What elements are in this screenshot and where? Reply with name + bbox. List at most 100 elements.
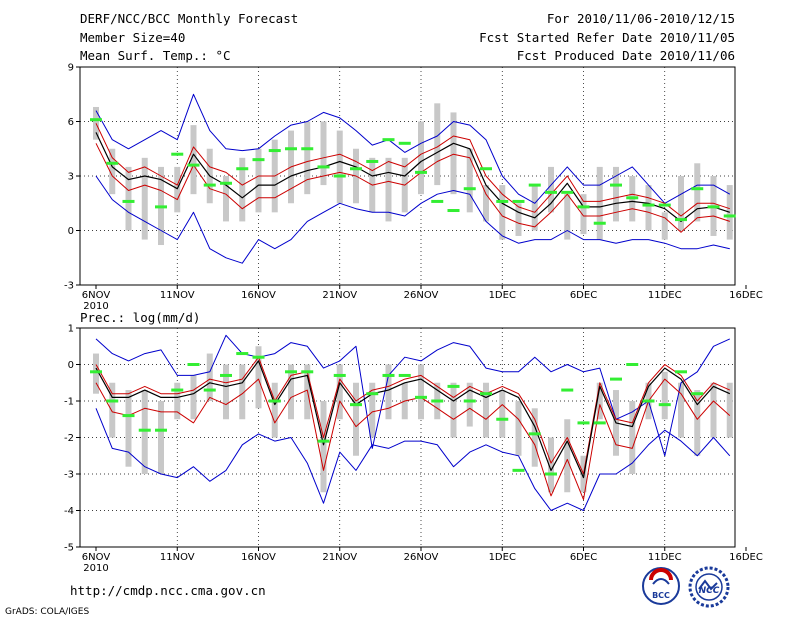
spread-bar <box>158 401 164 474</box>
observed-marker <box>285 370 297 374</box>
observed-marker <box>480 392 492 396</box>
x-tick-label: 26NOV <box>404 552 439 563</box>
spread-bar <box>336 364 343 420</box>
x-tick-label: 11NOV <box>160 552 195 563</box>
spread-bar <box>385 157 392 222</box>
observed-marker <box>155 428 167 432</box>
observed-marker <box>691 187 704 191</box>
spread-bar <box>580 194 587 235</box>
spread-bar <box>109 148 116 195</box>
observed-marker <box>203 388 216 392</box>
observed-marker <box>675 370 687 374</box>
grads-credit: GrADS: COLA/IGES <box>5 607 89 617</box>
y-tick-label: 9 <box>68 63 74 74</box>
observed-marker <box>236 352 249 356</box>
spread-bar <box>434 103 441 186</box>
spread-bar <box>548 166 554 213</box>
x-tick-label: 1DEC <box>489 290 516 301</box>
observed-marker <box>642 399 655 403</box>
series-line-max <box>95 93 731 204</box>
observed-marker <box>577 205 590 209</box>
x-tick-label: 16NOV <box>241 290 276 301</box>
observed-marker <box>528 432 541 436</box>
series-line-max <box>95 334 731 457</box>
spread-bar <box>726 382 733 438</box>
spread-bar <box>320 401 327 493</box>
observed-marker <box>480 167 492 171</box>
observed-marker <box>447 384 460 388</box>
observed-marker <box>561 388 574 392</box>
series-line-min <box>95 175 730 264</box>
observed-marker <box>545 472 557 476</box>
spread-bar <box>645 185 652 231</box>
observed-marker <box>382 138 395 142</box>
observed-marker <box>398 373 411 377</box>
x-tick-label: 1DEC <box>489 552 516 563</box>
spread-bar <box>141 390 148 474</box>
spread-bar <box>125 390 132 467</box>
spread-bar <box>223 364 229 420</box>
y-tick-label: 0 <box>68 226 74 237</box>
observed-marker <box>333 174 346 178</box>
observed-marker <box>317 165 330 169</box>
spread-bar <box>596 166 603 240</box>
observed-marker <box>220 373 232 377</box>
x-year-label: 2010 <box>83 563 108 574</box>
observed-marker <box>707 205 720 209</box>
spread-bar <box>483 185 489 222</box>
spread-bar <box>661 371 668 420</box>
x-tick-label: 11DEC <box>648 552 682 563</box>
spread-bar <box>596 382 603 420</box>
observed-marker <box>415 395 427 399</box>
spread-bar <box>93 353 99 394</box>
footer-url[interactable]: http://cmdp.ncc.cma.gov.cn <box>70 583 266 598</box>
spread-bar <box>564 194 571 240</box>
observed-marker <box>447 209 460 213</box>
observed-marker <box>626 363 639 366</box>
spread-bar <box>223 176 229 222</box>
spread-bar <box>336 130 343 204</box>
x-tick-label: 6NOV <box>82 552 111 563</box>
observed-marker <box>723 214 736 218</box>
observed-marker <box>252 158 265 162</box>
spread-bar <box>320 121 327 186</box>
spread-bar <box>450 382 457 438</box>
observed-marker <box>528 183 541 187</box>
observed-marker <box>366 392 379 396</box>
spread-bar <box>125 166 132 231</box>
spread-bar <box>288 364 294 420</box>
observed-marker <box>90 370 102 374</box>
bcc-logo: BCC <box>642 567 680 605</box>
y-tick-label: 0 <box>68 360 74 371</box>
spread-bar <box>515 401 522 456</box>
x-tick-label: 26NOV <box>404 290 439 301</box>
observed-marker <box>398 141 411 145</box>
spread-bar <box>629 401 636 474</box>
header-title: DERF/NCC/BCC Monthly Forecast <box>80 11 298 26</box>
observed-marker <box>431 199 444 203</box>
spread-bar <box>466 382 473 427</box>
spread-bar <box>613 166 619 222</box>
spread-bar <box>694 390 701 456</box>
observed-marker <box>350 403 362 407</box>
observed-marker <box>171 152 184 156</box>
observed-marker <box>122 199 135 203</box>
observed-marker <box>138 428 151 432</box>
observed-marker <box>658 203 671 207</box>
spread-bar <box>710 382 717 438</box>
spread-bar <box>190 375 197 420</box>
observed-marker <box>626 196 639 200</box>
observed-marker <box>577 421 590 425</box>
observed-marker <box>301 370 314 374</box>
observed-marker <box>463 399 476 403</box>
spread-bar <box>353 382 359 456</box>
observed-marker <box>333 373 346 377</box>
observed-marker <box>187 163 200 167</box>
observed-marker <box>415 170 427 174</box>
observed-marker <box>463 187 476 191</box>
spread-bar <box>661 212 668 240</box>
observed-marker <box>252 355 265 359</box>
x-tick-label: 21NOV <box>322 290 357 301</box>
x-tick-label: 6DEC <box>570 552 597 563</box>
observed-marker <box>171 388 184 392</box>
